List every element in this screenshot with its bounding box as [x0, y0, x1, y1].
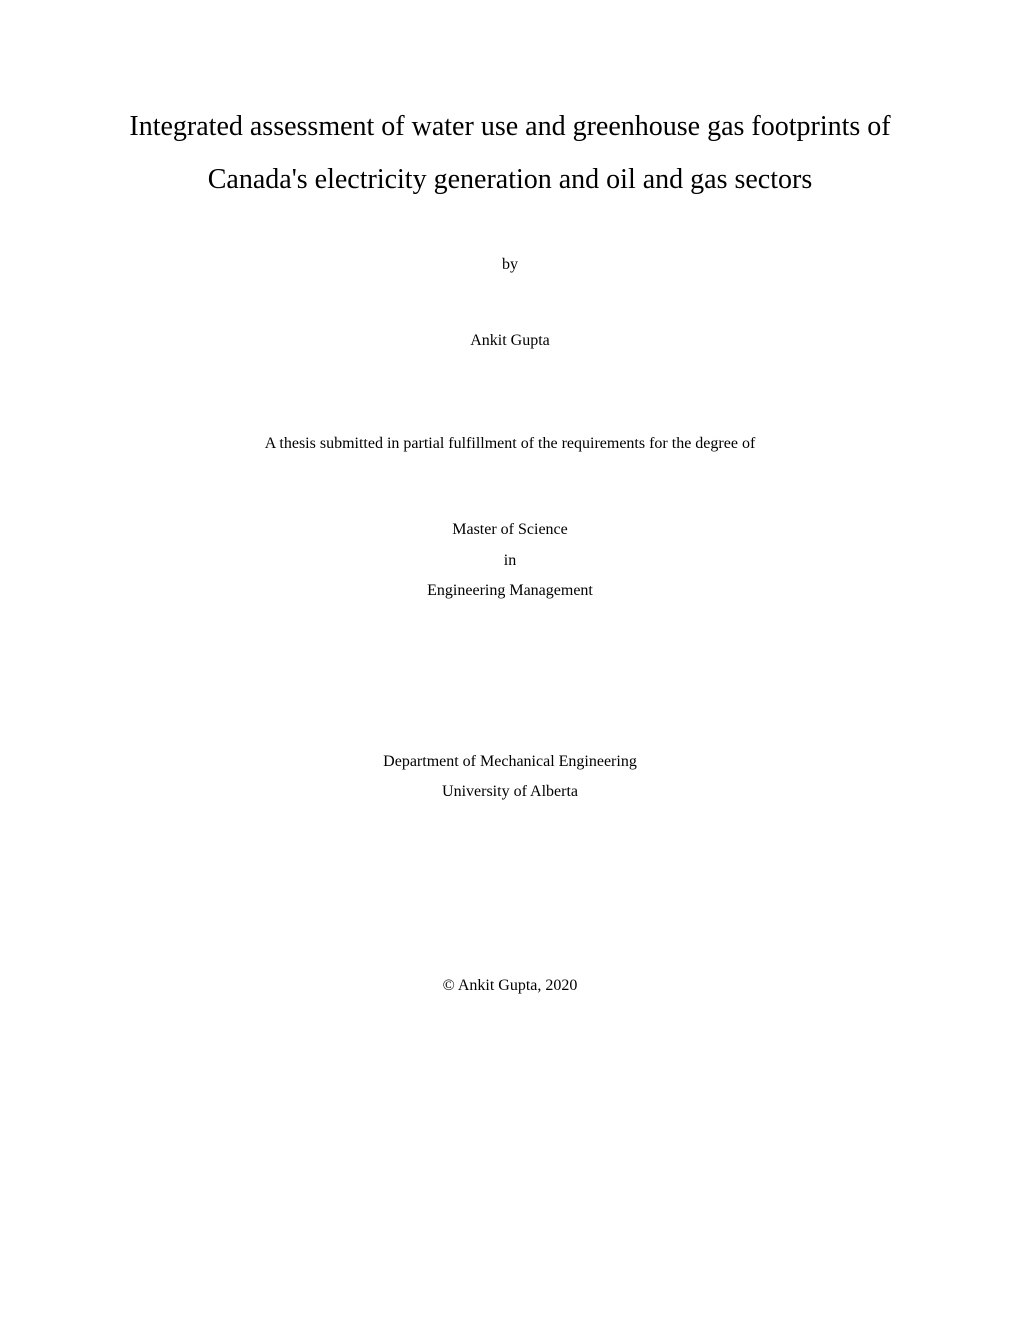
title-line-1: Integrated assessment of water use and g…: [100, 100, 920, 153]
thesis-title: Integrated assessment of water use and g…: [100, 100, 920, 206]
title-line-2: Canada's electricity generation and oil …: [100, 153, 920, 206]
submission-statement: A thesis submitted in partial fulfillmen…: [100, 435, 920, 453]
degree-line-2: in: [100, 546, 920, 576]
degree-block: Master of Science in Engineering Managem…: [100, 515, 920, 606]
copyright-notice: © Ankit Gupta, 2020: [100, 977, 920, 995]
by-label: by: [100, 256, 920, 274]
department-block: Department of Mechanical Engineering Uni…: [100, 747, 920, 808]
department-line-1: Department of Mechanical Engineering: [100, 747, 920, 777]
degree-line-3: Engineering Management: [100, 576, 920, 606]
title-page: Integrated assessment of water use and g…: [0, 0, 1020, 1320]
department-line-2: University of Alberta: [100, 777, 920, 807]
degree-line-1: Master of Science: [100, 515, 920, 545]
author-name: Ankit Gupta: [100, 332, 920, 350]
